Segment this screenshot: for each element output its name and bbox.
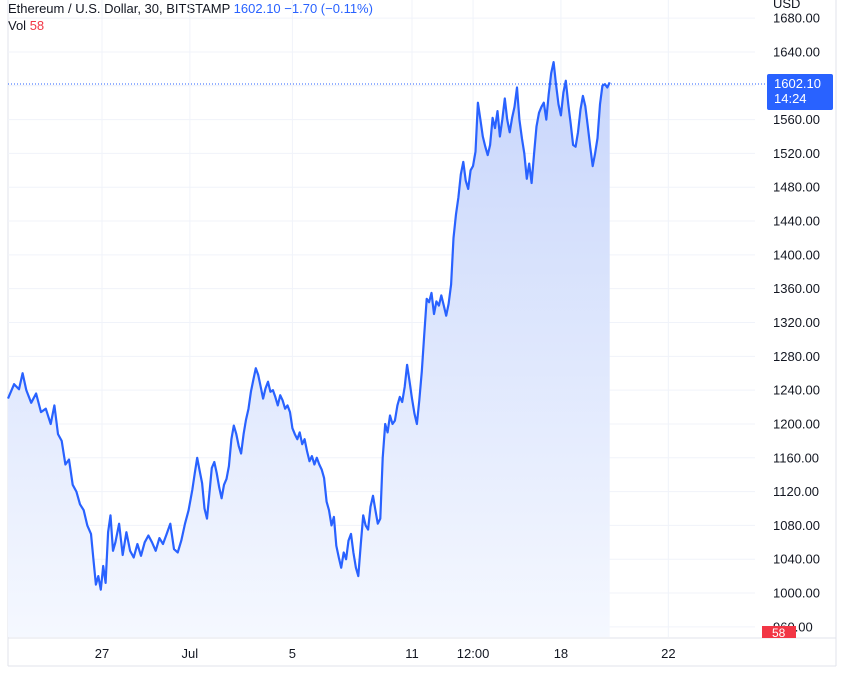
price-tick-label: 1560.00 [773,112,820,127]
price-tick-label: 1160.00 [773,450,819,465]
price-tick-label: 1320.00 [773,315,820,330]
price-tick-label: 1040.00 [773,552,820,567]
price-tick-label: 1280.00 [773,349,820,364]
volume-legend[interactable]: Vol 58 [8,18,44,33]
time-tick-label: 12:00 [457,646,490,661]
price-tick-label: 1000.00 [773,586,820,601]
symbol-title[interactable]: Ethereum / U.S. Dollar, 30, BITSTAMP [8,1,231,16]
price-tick-label: 1240.00 [773,383,820,398]
time-tick-label: 22 [661,646,675,661]
time-tick-label: 18 [554,646,568,661]
time-tick-label: 11 [405,646,419,661]
price-change-value: −1.70 (−0.11%) [284,1,373,16]
price-line [6,61,611,591]
time-tick-label: 5 [289,646,296,661]
currency-label: USD [773,0,800,11]
price-tick-label: 1680.00 [773,11,820,26]
volume-label: Vol [8,18,27,33]
time-axis[interactable]: 27 Jul 5 11 12:00 18 22 [95,646,676,661]
price-tick-label: 1120.00 [773,484,819,499]
price-tick-label: 1640.00 [773,44,820,59]
volume-badge [762,626,796,638]
last-price-badge [767,74,833,111]
last-price-value: 1602.10 [233,1,281,16]
chart-legend-title[interactable]: Ethereum / U.S. Dollar, 30, BITSTAMP 160… [8,1,373,16]
price-tick-label: 1440.00 [773,214,820,229]
axis-badges: 1602.10 14:24 58 [762,74,833,640]
price-tick-label: 1200.00 [773,416,820,431]
last-price-badge-value: 1602.10 [774,76,821,91]
time-tick-label: 27 [95,646,109,661]
time-tick-label: Jul [182,646,199,661]
price-tick-label: 1400.00 [773,247,820,262]
price-area-fill [8,62,610,638]
price-tick-label: 1080.00 [773,518,820,533]
price-tick-label: 1520.00 [773,146,820,161]
volume-badge-value: 58 [772,626,786,640]
price-tick-label: 1360.00 [773,281,820,296]
bar-countdown: 14:24 [774,91,807,106]
price-tick-label: 1480.00 [773,180,820,195]
volume-value: 58 [29,18,45,33]
price-area [6,61,767,638]
